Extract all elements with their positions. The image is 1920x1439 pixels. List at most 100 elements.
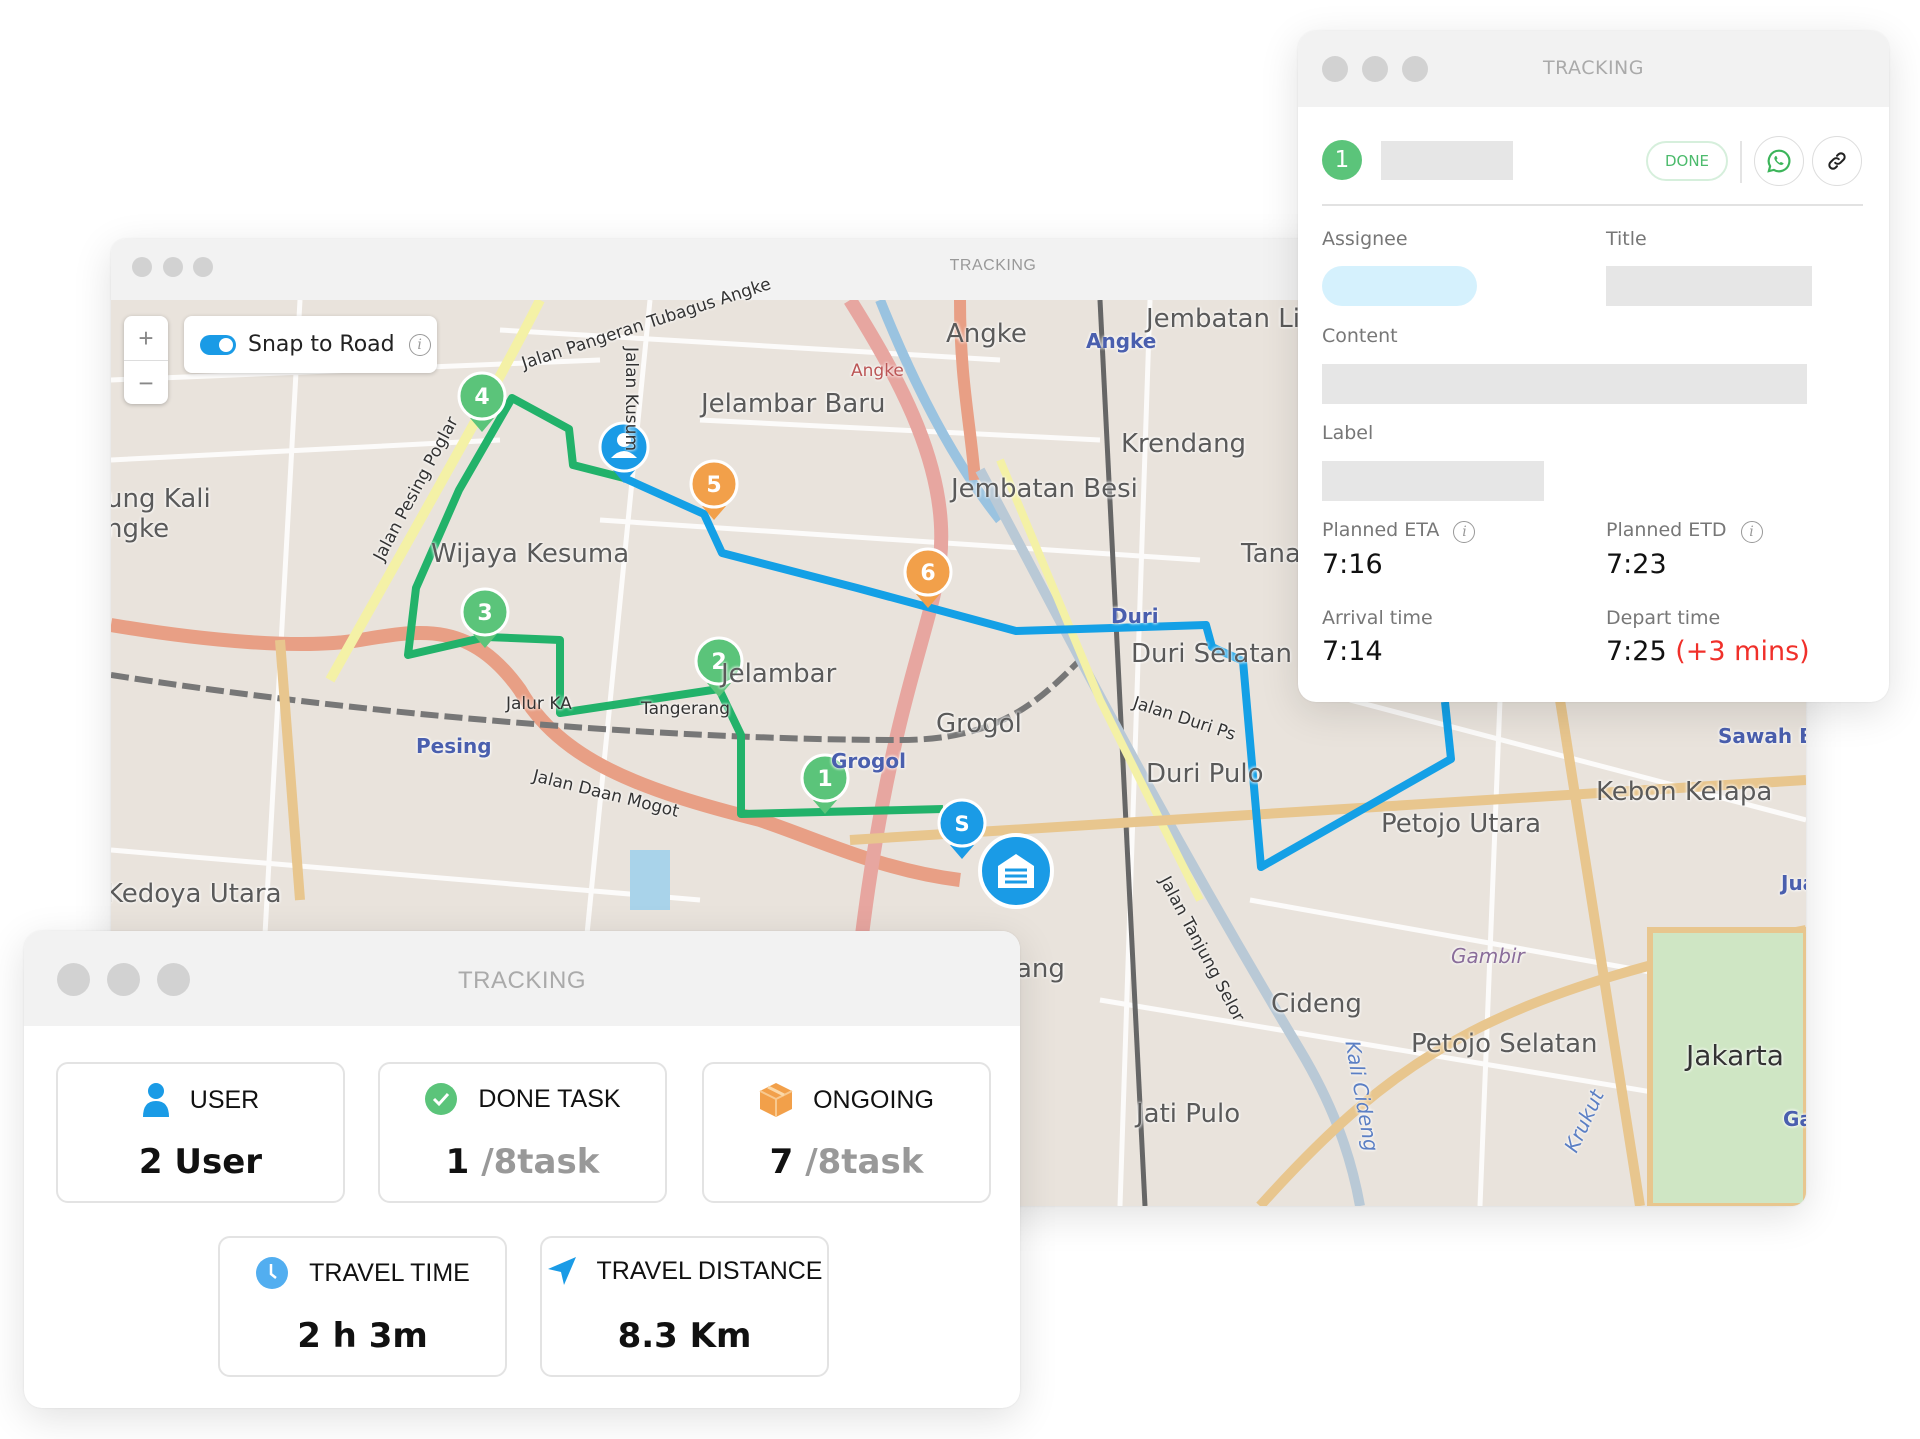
stop-marker-2[interactable]: 2 [694,636,744,697]
window-minimize-dot[interactable] [163,257,183,277]
stat-value: 2 User [138,1142,263,1182]
depart-delay: (+3 mins) [1675,636,1810,667]
zoom-out-button[interactable]: − [124,360,168,405]
svg-text:5: 5 [706,473,721,498]
assignee-pill[interactable] [1322,266,1477,306]
route-markers: 4 3 2 1 5 6 S [457,371,1054,909]
road-petojo [849,775,1806,845]
map-label: ang [1016,954,1065,984]
map-label: Gambir [1451,944,1525,968]
title-label: Title [1606,228,1647,250]
window-maximize-dot[interactable] [1402,56,1428,82]
planned-eta-label-text: Planned ETA [1322,519,1440,541]
content-placeholder [1322,364,1807,404]
planned-eta-value: 7:16 [1322,549,1383,580]
road-kedoya [275,639,305,901]
planned-etd-label: Planned ETD i [1606,519,1763,543]
window-maximize-dot[interactable] [157,963,190,996]
done-total: /8task [481,1142,600,1182]
stop-detail-window: TRACKING 1 DONE Assignee Title Content L… [1298,31,1889,702]
title-placeholder [1606,266,1812,306]
info-icon[interactable]: i [408,333,431,356]
stop-number-badge: 1 [1322,140,1362,180]
snap-to-road-control: Snap to Road i [184,316,437,373]
map-label: Angke [851,361,904,381]
ongoing-count: 7 [769,1142,794,1182]
stop-marker-5[interactable]: 5 [689,459,739,520]
warehouse-marker[interactable] [978,833,1054,909]
window-close-dot[interactable] [57,963,90,996]
map-label: Sawah Besar [1718,724,1806,748]
zoom-in-button[interactable]: + [138,323,154,353]
stat-value: 1 /8task [380,1142,665,1182]
stat-card-travel-distance: TRAVEL DISTANCE 8.3 Km [540,1236,829,1377]
stop-name-placeholder [1381,141,1513,180]
stat-card-user: USER 2 User [56,1062,345,1203]
assignee-label: Assignee [1322,228,1408,250]
map-label: Duri [1111,604,1159,628]
map-label: Duri Selatan [1131,639,1292,669]
info-icon[interactable]: i [1453,521,1476,543]
copy-link-button[interactable] [1812,136,1862,186]
navigation-arrow-icon [547,1257,576,1285]
depart-time-value: 7:25 [1606,636,1667,667]
user-icon [142,1083,169,1117]
window-close-dot[interactable] [132,257,152,277]
map-label: Pesing [416,734,492,758]
map-label: Jati Pulo [1136,1099,1241,1129]
svg-text:4: 4 [474,385,489,410]
map-label: ung Kali [111,484,211,514]
planned-eta-label: Planned ETA i [1322,519,1476,543]
window-minimize-dot[interactable] [107,963,140,996]
detail-window-title: TRACKING [1543,57,1644,79]
svg-text:2: 2 [711,650,726,675]
map-label: Kedoya Utara [111,879,282,909]
stat-label: TRAVEL TIME [309,1258,470,1287]
stats-window-title: TRACKING [457,967,586,994]
header-divider [1322,204,1863,206]
stat-value: 2 h 3m [297,1316,428,1356]
map-label: Jelambar Baru [701,389,886,419]
done-route-line [404,394,944,818]
snap-to-road-toggle[interactable] [200,334,236,355]
stop-marker-6[interactable]: 6 [903,547,953,608]
window-minimize-dot[interactable] [1362,56,1388,82]
content-label: Content [1322,325,1398,347]
label-placeholder [1322,461,1544,501]
box-icon [759,1083,793,1117]
stat-card-travel-time: TRAVEL TIME 2 h 3m [218,1236,507,1377]
river-angke [875,300,1004,524]
map-label: Tana [1241,539,1301,569]
road-daan-mogot [111,618,961,887]
map-label: Jembatan Besi [951,474,1138,504]
river-cideng [975,467,1365,1206]
stop-marker-1[interactable]: 1 [800,753,850,814]
map-label: Petojo Utara [1381,809,1542,839]
map-label: Jua [1781,871,1806,895]
whatsapp-button[interactable] [1754,136,1804,186]
map-label: Grogol [936,709,1022,739]
check-circle-icon [425,1083,458,1115]
user-location-marker[interactable] [598,421,650,483]
stop-marker-3[interactable]: 3 [460,587,510,648]
svg-text:S: S [954,812,969,836]
lake [630,850,670,910]
stat-label: DONE TASK [478,1084,621,1113]
window-close-dot[interactable] [1322,56,1348,82]
info-icon[interactable]: i [1740,521,1763,543]
stat-value: 8.3 Km [617,1316,752,1356]
map-label: Grogol [831,749,906,773]
stat-label: USER [189,1085,260,1114]
pending-route-line [622,474,1455,871]
map-label: Duri Pulo [1146,759,1264,789]
window-maximize-dot[interactable] [193,257,213,277]
map-label: Ga [1783,1107,1806,1131]
park-monas [1647,927,1806,1206]
map-label: Tangerang [641,699,730,719]
start-marker[interactable]: S [937,798,987,859]
map-zoom-control: + − [124,316,168,404]
stop-marker-4[interactable]: 4 [457,371,507,432]
label-label: Label [1322,422,1374,444]
map-label: Angke [946,319,1027,349]
link-icon [1828,152,1846,170]
